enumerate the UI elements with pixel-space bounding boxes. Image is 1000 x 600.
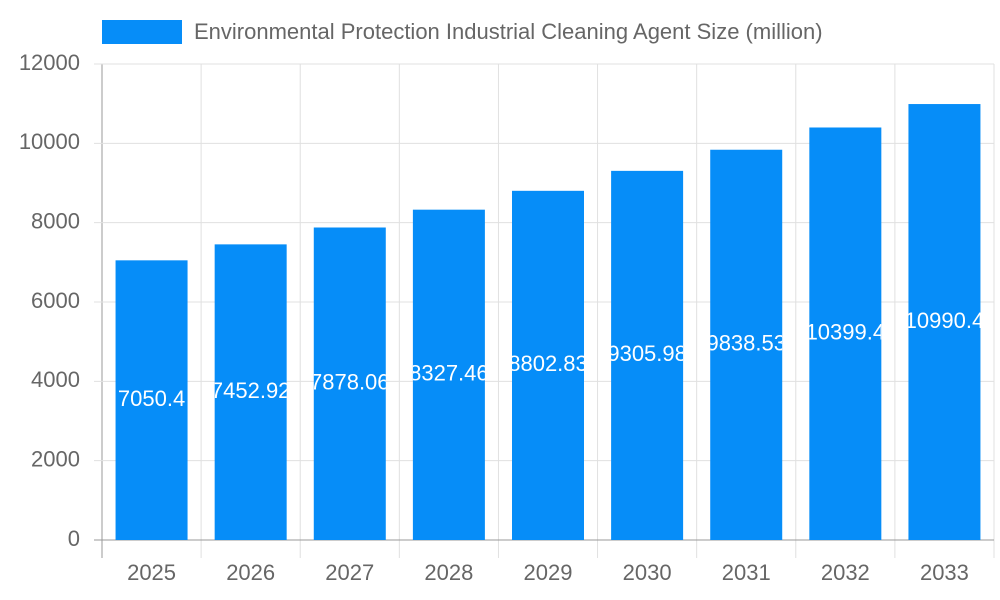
- y-tick-label: 6000: [31, 288, 80, 313]
- x-tick-label: 2033: [920, 560, 969, 585]
- bar: [313, 227, 386, 541]
- y-tick-label: 12000: [19, 50, 80, 75]
- x-tick-label: 2026: [226, 560, 275, 585]
- x-tick-label: 2030: [623, 560, 672, 585]
- y-tick-label: 4000: [31, 367, 80, 392]
- x-tick-label: 2025: [127, 560, 176, 585]
- legend-swatch: [102, 20, 182, 44]
- x-tick-label: 2031: [722, 560, 771, 585]
- bar: [115, 260, 188, 540]
- value-label: 7452.92: [211, 378, 291, 403]
- value-label: 8802.83: [508, 351, 588, 376]
- legend-label: Environmental Protection Industrial Clea…: [194, 19, 823, 44]
- x-tick-label: 2028: [424, 560, 473, 585]
- y-tick-label: 0: [68, 526, 80, 551]
- value-label: 10399.4: [806, 320, 886, 345]
- bar: [412, 209, 485, 540]
- bar: [710, 149, 783, 540]
- y-tick-label: 8000: [31, 208, 80, 233]
- x-tick-label: 2032: [821, 560, 870, 585]
- x-tick-label: 2029: [524, 560, 573, 585]
- value-label: 7878.06: [310, 370, 390, 395]
- value-label: 9305.98: [607, 341, 687, 366]
- bar: [809, 127, 882, 540]
- bar: [908, 104, 981, 540]
- y-tick-label: 10000: [19, 129, 80, 154]
- bar: [214, 244, 287, 541]
- value-label: 7050.4: [118, 386, 185, 411]
- value-label: 10990.4: [905, 308, 985, 333]
- y-tick-label: 2000: [31, 446, 80, 471]
- value-label: 8327.46: [409, 361, 489, 386]
- bar: [611, 170, 684, 540]
- bar: [512, 190, 584, 540]
- value-label: 9838.53: [706, 331, 786, 356]
- x-tick-label: 2027: [325, 560, 374, 585]
